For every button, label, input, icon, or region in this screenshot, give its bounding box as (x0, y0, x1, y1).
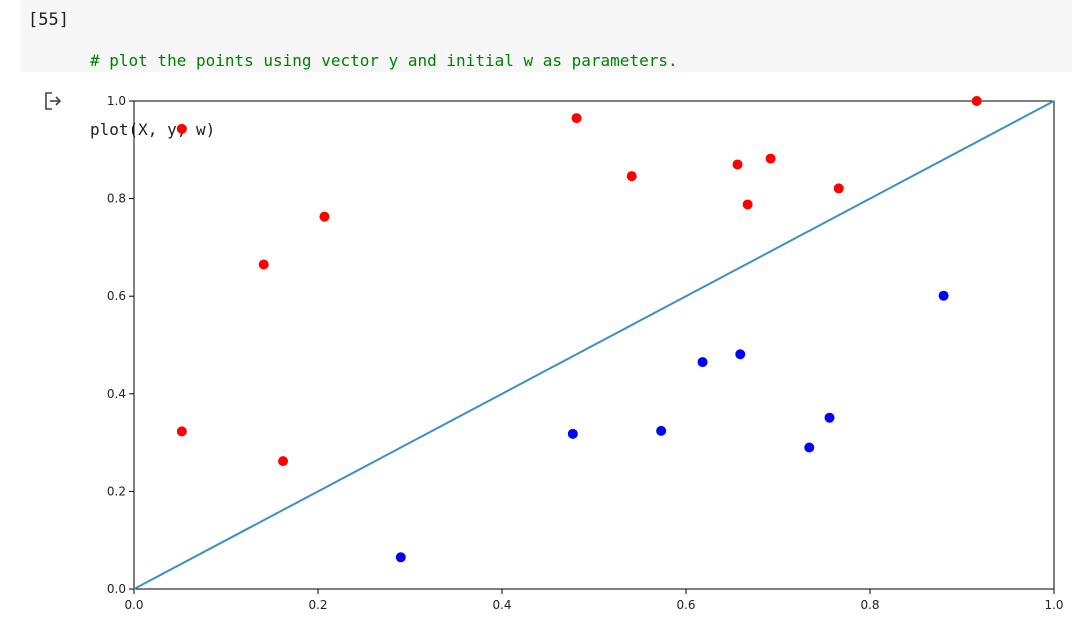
y-tick-label: 0.0 (107, 582, 126, 596)
code-editor[interactable]: # plot the points using vector y and ini… (90, 3, 678, 187)
red-data-point (571, 113, 582, 124)
decision-boundary-line (133, 100, 1055, 590)
red-data-point (742, 199, 753, 210)
x-tick-label: 1.0 (1044, 598, 1063, 612)
y-tick-label: 0.6 (107, 289, 126, 303)
blue-data-point (656, 425, 667, 436)
red-data-point (833, 183, 844, 194)
y-tick-label: 0.2 (107, 484, 126, 498)
code-line-call: plot(X, y, w) (90, 120, 216, 139)
x-tick-label: 0.2 (308, 598, 327, 612)
blue-data-point (938, 290, 949, 301)
x-tick-label: 0.8 (860, 598, 879, 612)
blue-data-point (735, 349, 746, 360)
x-tick-label: 0.0 (124, 598, 143, 612)
blue-data-point (567, 428, 578, 439)
blue-data-point (395, 552, 406, 563)
code-cell[interactable]: [55] # plot the points using vector y an… (20, 0, 1072, 139)
scatter-plot: 0.0 0.2 0.4 0.6 0.8 1.0 0.0 0.2 0.4 0.6 0.8 1.0 (107, 94, 1064, 612)
y-tick-label: 0.8 (107, 192, 126, 206)
red-data-point (258, 259, 269, 270)
blue-data-point (824, 412, 835, 423)
y-tick-label: 0.4 (107, 387, 126, 401)
x-tick-label: 0.6 (676, 598, 695, 612)
red-data-point (971, 96, 982, 106)
execution-count: [55] (28, 10, 69, 30)
plot-frame (133, 100, 1055, 590)
red-data-point (278, 456, 289, 467)
code-line-comment: # plot the points using vector y and ini… (90, 51, 678, 70)
blue-data-point (697, 357, 708, 368)
red-data-point (176, 123, 187, 134)
red-data-point (626, 171, 637, 182)
y-tick-label: 1.0 (107, 94, 126, 108)
red-data-point (319, 211, 330, 222)
red-data-point (176, 426, 187, 437)
output-redirect-icon[interactable] (42, 90, 64, 112)
red-data-point (732, 159, 743, 170)
x-tick-label: 0.4 (492, 598, 511, 612)
blue-data-point (804, 442, 815, 453)
red-data-point (765, 153, 776, 164)
